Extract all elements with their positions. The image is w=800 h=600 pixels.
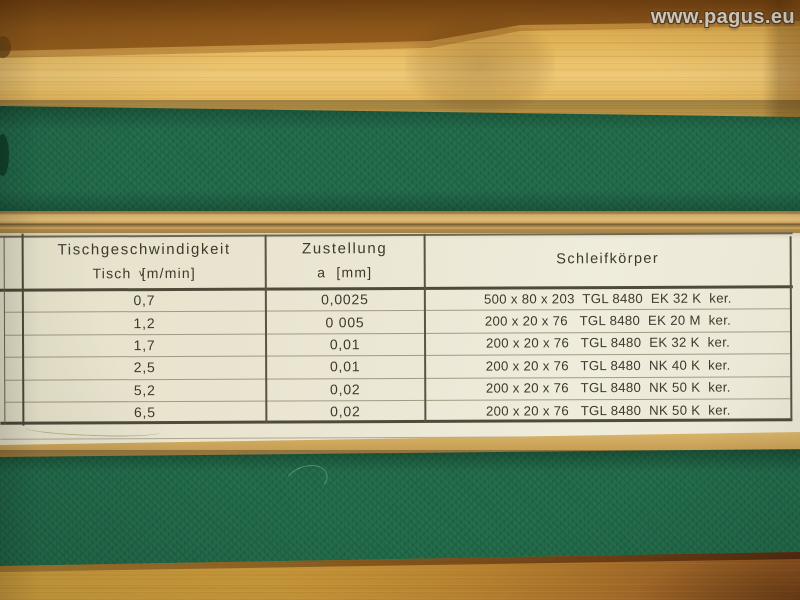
wheel-cell: 200 x 20 x 76 TGL 8480 NK 50 K ker. (485, 402, 731, 419)
wood-corner-edge (762, 0, 800, 120)
felt-upper-lower-shadow (0, 190, 800, 214)
wheel-cell: 200 x 20 x 76 TGL 8480 EK 32 K ker. (485, 335, 731, 352)
felt-strip-lower (0, 449, 800, 567)
watermark: www.pagus.eu (650, 6, 795, 28)
speed-cell: 6,5 (133, 404, 156, 421)
wood-box-upper (0, 0, 800, 120)
infeed-cell: 0,02 (330, 403, 361, 420)
column-header-infeed-title: Zustellung (266, 238, 424, 259)
wood-notch (0, 36, 11, 58)
speed-cell: 1,2 (133, 314, 156, 331)
felt-upper-shadow (0, 100, 800, 130)
speed-cell: 2,5 (133, 359, 156, 376)
table-row: 6,5 0,02 200 x 20 x 76 TGL 8480 NK 50 K … (0, 398, 800, 424)
wood-lower-dark-corner (640, 555, 800, 600)
table-body: 0,7 0,0025 500 x 80 x 203 TGL 8480 EK 32… (0, 286, 800, 423)
infeed-cell: 0,01 (329, 358, 361, 375)
speed-cell: 1,7 (133, 337, 156, 354)
wheel-cell: 200 x 20 x 76 TGL 8480 NK 40 K ker. (485, 357, 731, 374)
header-text: a [mm] (317, 264, 373, 281)
speed-cell: 5,2 (133, 381, 156, 398)
infeed-cell: 0,0025 (321, 291, 369, 308)
column-header-infeed-unit: a [mm] (266, 262, 424, 283)
header-text: Zustellung (301, 239, 388, 257)
infeed-cell: 0,01 (329, 336, 361, 353)
header-text: Tischgeschwindigkeit (57, 240, 231, 258)
wheel-cell: 200 x 20 x 76 TGL 8480 EK 20 M ker. (484, 312, 732, 329)
felt-strip-upper (0, 106, 800, 214)
wood-shadow-streak (405, 14, 555, 116)
paper-chart (0, 233, 800, 448)
infeed-cell: 0 005 (325, 313, 365, 330)
column-header-speed-unit: v Tisch [m/min] (23, 263, 266, 284)
wheel-cell: 500 x 80 x 203 TGL 8480 EK 32 K ker. (483, 290, 732, 307)
column-header-wheel: Schleifkörper (426, 236, 790, 282)
column-header-speed-title: Tischgeschwindigkeit (23, 239, 266, 260)
wheel-cell: 200 x 20 x 76 TGL 8480 NK 50 K ker. (485, 379, 731, 396)
speed-cell: 0,7 (133, 292, 156, 309)
header-text: Tisch [m/min] (92, 264, 196, 282)
felt-lower-shadow (0, 450, 800, 472)
felt-dark-mark (0, 134, 9, 176)
infeed-cell: 0,02 (329, 380, 361, 398)
wood-rail-upper (0, 211, 800, 234)
header-text: Schleifkörper (556, 250, 660, 268)
